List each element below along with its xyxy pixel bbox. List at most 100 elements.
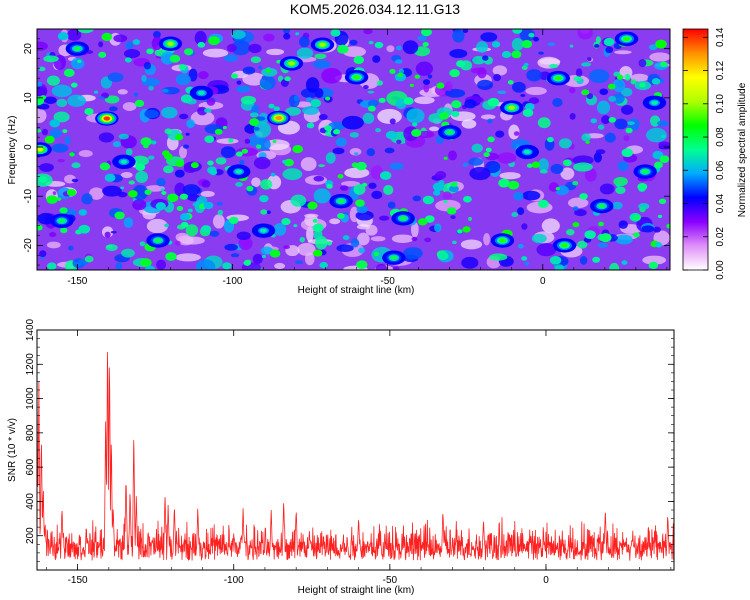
heatmap-peak bbox=[120, 159, 128, 164]
heatmap-cell bbox=[258, 138, 271, 151]
heatmap-cell bbox=[224, 243, 238, 251]
heatmap-cell bbox=[537, 117, 551, 129]
heatmap-cell bbox=[655, 39, 667, 49]
heatmap-cell bbox=[587, 57, 592, 62]
heatmap-cell bbox=[596, 100, 611, 115]
heatmap-cell bbox=[386, 45, 395, 53]
heatmap-cell bbox=[611, 201, 623, 210]
heatmap-cell bbox=[312, 223, 324, 232]
heatmap-cell bbox=[330, 29, 341, 37]
heatmap-cell bbox=[597, 242, 609, 248]
heatmap-cell bbox=[231, 29, 246, 40]
heatmap-cell bbox=[123, 49, 141, 59]
heatmap-cell bbox=[230, 40, 251, 56]
heatmap-cell bbox=[341, 115, 364, 130]
colorbar-tick-label: 0.14 bbox=[715, 27, 726, 47]
heatmap-cell bbox=[654, 161, 663, 169]
heatmap-cell bbox=[363, 29, 373, 35]
heatmap-cell bbox=[200, 190, 215, 197]
heatmap-cell bbox=[624, 73, 631, 81]
heatmap-cell bbox=[113, 34, 128, 43]
heatmap-peak bbox=[446, 130, 454, 135]
heatmap-cell bbox=[186, 119, 195, 129]
heatmap-cell bbox=[212, 214, 225, 229]
heatmap-cell bbox=[572, 222, 580, 228]
heatmap-cell bbox=[135, 163, 146, 171]
heatmap-cell bbox=[321, 67, 342, 84]
heatmap-cell bbox=[146, 218, 169, 234]
heatmap-cell bbox=[659, 78, 664, 84]
heatmap-cell bbox=[468, 216, 472, 221]
heatmap-cell bbox=[579, 193, 588, 200]
heatmap-cell bbox=[355, 199, 365, 207]
heatmap-cell bbox=[319, 261, 328, 269]
heatmap-cell bbox=[363, 84, 369, 90]
heatmap-cell bbox=[77, 29, 94, 34]
heatmap-cell bbox=[134, 99, 145, 108]
heatmap-cell bbox=[131, 155, 149, 166]
heatmap-cell bbox=[435, 171, 447, 180]
heatmap-cell bbox=[461, 256, 479, 269]
heatmap-cell bbox=[378, 215, 390, 221]
heatmap-cell bbox=[121, 248, 135, 258]
heatmap-cell bbox=[290, 194, 307, 207]
heatmap-cell bbox=[259, 194, 269, 203]
heatmap-cell bbox=[621, 87, 633, 97]
heatmap-cell bbox=[204, 108, 212, 113]
heatmap-cell bbox=[304, 252, 315, 266]
heatmap-cell bbox=[357, 232, 370, 246]
heatmap-cell bbox=[314, 53, 327, 60]
heatmap-cell bbox=[120, 172, 133, 179]
heatmap-cell bbox=[569, 44, 574, 48]
heatmap-cell bbox=[452, 29, 465, 43]
heatmap-cell bbox=[98, 51, 107, 58]
heatmap-x-tick-label: -100 bbox=[222, 276, 242, 287]
heatmap-peak bbox=[390, 255, 398, 260]
heatmap-cell bbox=[446, 207, 457, 215]
heatmap-cell bbox=[292, 145, 304, 154]
heatmap-cell bbox=[651, 78, 661, 85]
heatmap-cell bbox=[214, 128, 223, 135]
heatmap-cell bbox=[236, 231, 251, 241]
heatmap-cell bbox=[207, 160, 214, 166]
heatmap-cell bbox=[572, 155, 594, 166]
heatmap-cell bbox=[443, 199, 448, 204]
heatmap-cell bbox=[272, 139, 277, 144]
heatmap-cell bbox=[175, 232, 190, 242]
heatmap-cell bbox=[46, 75, 60, 86]
heatmap-cell bbox=[206, 97, 216, 106]
heatmap-cell bbox=[248, 43, 262, 54]
heatmap-cell bbox=[358, 247, 366, 254]
heatmap-cell bbox=[590, 118, 597, 124]
heatmap-cell bbox=[572, 181, 579, 186]
heatmap-cell bbox=[122, 102, 137, 111]
heatmap-cell bbox=[56, 98, 68, 108]
heatmap-cell bbox=[98, 132, 115, 143]
heatmap-cell bbox=[246, 185, 254, 192]
heatmap-cell bbox=[167, 193, 179, 203]
heatmap-cell bbox=[608, 95, 617, 102]
heatmap-cell bbox=[558, 138, 572, 149]
heatmap-x-tick-label: 0 bbox=[540, 276, 546, 287]
heatmap-cell bbox=[457, 229, 463, 234]
heatmap-cell bbox=[511, 38, 524, 51]
heatmap-cell bbox=[337, 44, 349, 54]
heatmap-cell bbox=[190, 162, 199, 169]
heatmap-cell bbox=[639, 82, 646, 88]
heatmap-cell bbox=[376, 80, 384, 86]
heatmap-cell bbox=[249, 112, 259, 118]
heatmap-cell bbox=[161, 88, 169, 93]
heatmap-cell bbox=[598, 221, 604, 227]
heatmap-peak bbox=[198, 90, 205, 96]
heatmap-cell bbox=[391, 234, 414, 243]
heatmap-cell bbox=[555, 187, 560, 191]
heatmap-cell bbox=[325, 152, 336, 164]
heatmap-cell bbox=[526, 69, 542, 82]
heatmap-cell bbox=[410, 221, 419, 238]
heatmap-cell bbox=[266, 48, 285, 56]
heatmap-cell bbox=[485, 147, 492, 153]
heatmap-cell bbox=[230, 73, 238, 79]
heatmap-cell bbox=[378, 97, 386, 104]
heatmap-cell bbox=[618, 220, 628, 229]
